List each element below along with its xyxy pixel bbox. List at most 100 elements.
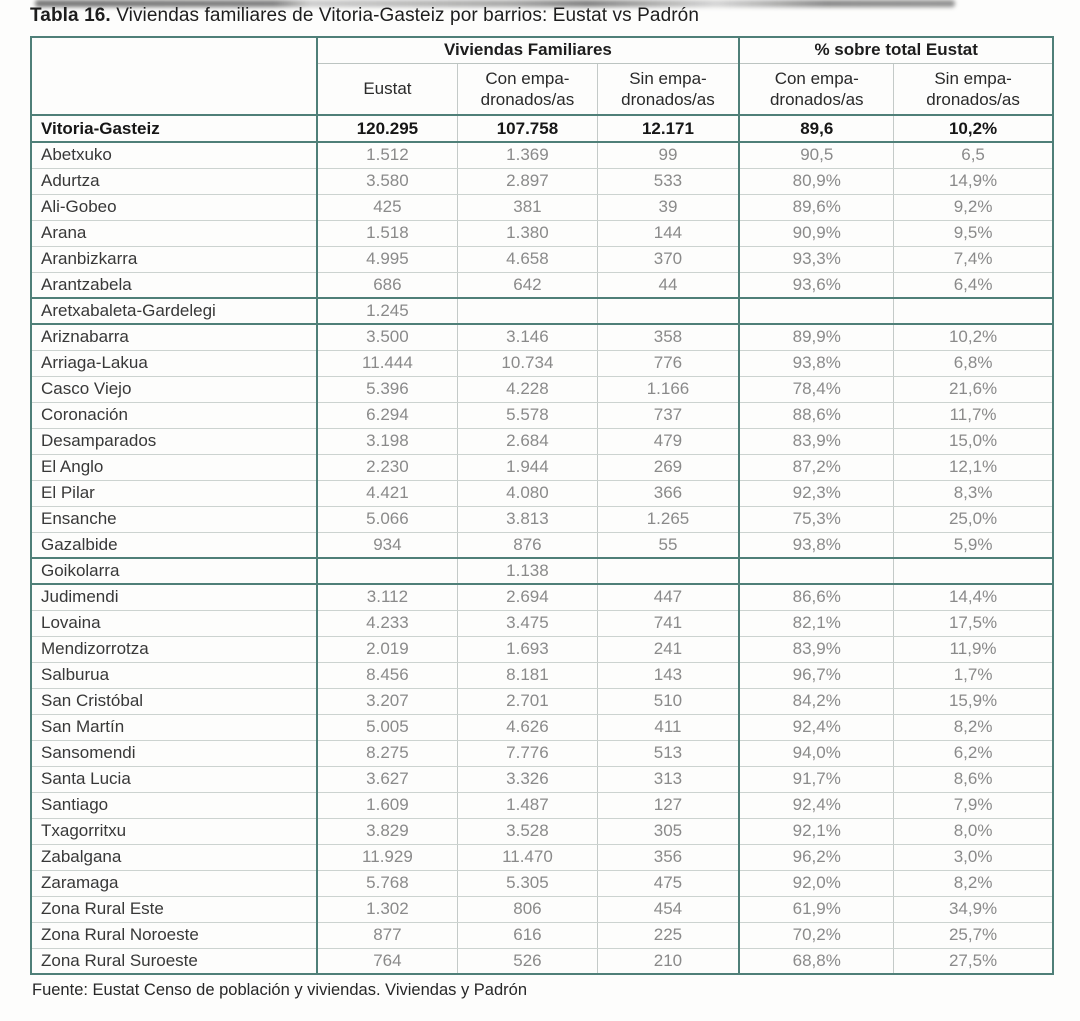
row-value: 3.112 — [316, 584, 459, 611]
row-name: Casco Viejo — [31, 376, 318, 403]
row-value: 75,3% — [739, 506, 895, 533]
table-row: San Martín 5.005 4.626 411 92,4% 8,2% — [31, 714, 1053, 741]
table-row: Judimendi 3.112 2.694 447 86,6% 14,4% — [31, 584, 1053, 611]
table-row: San Cristóbal 3.207 2.701 510 84,2% 15,9% — [31, 688, 1053, 715]
row-value: 5.305 — [457, 870, 598, 897]
row-value: 4.626 — [457, 714, 598, 741]
row-value: 313 — [597, 766, 741, 793]
row-value: 89,6% — [739, 194, 895, 221]
row-value: 89,6 — [739, 114, 895, 143]
row-value — [316, 557, 459, 585]
row-value: 1.369 — [457, 142, 598, 169]
row-value: 1.609 — [316, 792, 459, 819]
row-value: 1.245 — [316, 297, 459, 325]
row-value: 107.758 — [457, 114, 598, 143]
row-value: 305 — [597, 818, 741, 845]
table-row: Ensanche 5.066 3.813 1.265 75,3% 25,0% — [31, 506, 1053, 533]
row-value: 14,9% — [893, 168, 1053, 195]
row-name: Goikolarra — [31, 557, 318, 585]
row-value: 4.995 — [316, 246, 459, 273]
scan-artifact — [35, 0, 955, 7]
row-value: 70,2% — [739, 922, 895, 949]
table-row: Arriaga-Lakua 11.444 10.734 776 93,8% 6,8% — [31, 350, 1053, 377]
row-value: 9,2% — [893, 194, 1053, 221]
row-name: Coronación — [31, 402, 318, 429]
row-value: 3.198 — [316, 428, 459, 455]
row-value: 90,5 — [739, 142, 895, 169]
row-name: Arana — [31, 220, 318, 247]
row-value: 381 — [457, 194, 598, 221]
row-value: 78,4% — [739, 376, 895, 403]
row-value: 127 — [597, 792, 741, 819]
row-value: 12.171 — [597, 114, 741, 143]
row-value: 8,2% — [893, 870, 1053, 897]
row-value: 2.230 — [316, 454, 459, 481]
row-name: Abetxuko — [31, 142, 318, 169]
table-row: Aranbizkarra 4.995 4.658 370 93,3% 7,4% — [31, 246, 1053, 273]
table-row: El Pilar 4.421 4.080 366 92,3% 8,3% — [31, 480, 1053, 507]
row-value: 94,0% — [739, 740, 895, 767]
row-name: Arriaga-Lakua — [31, 350, 318, 377]
row-value: 8.181 — [457, 662, 598, 689]
row-value: 475 — [597, 870, 741, 897]
row-value: 6,8% — [893, 350, 1053, 377]
row-name: Sansomendi — [31, 740, 318, 767]
row-value: 10,2% — [893, 324, 1053, 351]
row-value: 1.265 — [597, 506, 741, 533]
row-value: 34,9% — [893, 896, 1053, 923]
table-row: Ariznabarra 3.500 3.146 358 89,9% 10,2% — [31, 324, 1053, 351]
row-value: 143 — [597, 662, 741, 689]
row-value: 96,2% — [739, 844, 895, 871]
row-value: 5,9% — [893, 532, 1053, 559]
row-value: 2.019 — [316, 636, 459, 663]
row-value: 4.658 — [457, 246, 598, 273]
row-value: 776 — [597, 350, 741, 377]
row-value: 3.500 — [316, 324, 459, 351]
row-value — [893, 297, 1053, 325]
row-value: 4.233 — [316, 610, 459, 637]
row-value: 741 — [597, 610, 741, 637]
row-value: 3.829 — [316, 818, 459, 845]
table-row-total: Vitoria-Gasteiz 120.295 107.758 12.171 8… — [31, 114, 1053, 143]
row-value: 877 — [316, 922, 459, 949]
row-value: 89,9% — [739, 324, 895, 351]
col-header-sin-empadronados-abs: Sin empa- dronados/as — [597, 63, 741, 116]
row-value: 1.518 — [316, 220, 459, 247]
row-name: Salburua — [31, 662, 318, 689]
title-text: Viviendas familiares de Vitoria-Gasteiz … — [110, 5, 699, 26]
row-value: 6,5 — [893, 142, 1053, 169]
row-value: 3.627 — [316, 766, 459, 793]
row-value: 6.294 — [316, 402, 459, 429]
row-value: 3.580 — [316, 168, 459, 195]
row-value: 7.776 — [457, 740, 598, 767]
row-value: 737 — [597, 402, 741, 429]
row-value — [457, 297, 598, 325]
source-note: Fuente: Eustat Censo de población y vivi… — [32, 981, 527, 999]
row-name: Arantzabela — [31, 272, 318, 299]
row-value: 15,9% — [893, 688, 1053, 715]
row-value: 764 — [316, 948, 459, 975]
row-value — [597, 557, 741, 585]
row-value: 39 — [597, 194, 741, 221]
row-value: 447 — [597, 584, 741, 611]
row-value: 92,0% — [739, 870, 895, 897]
table-row: El Anglo 2.230 1.944 269 87,2% 12,1% — [31, 454, 1053, 481]
row-value: 10,2% — [893, 114, 1053, 143]
row-value: 44 — [597, 272, 741, 299]
table-row: Zona Rural Noroeste 877 616 225 70,2% 25,7% — [31, 922, 1053, 949]
row-name: Zaramaga — [31, 870, 318, 897]
row-value: 144 — [597, 220, 741, 247]
row-value: 2.897 — [457, 168, 598, 195]
row-value: 4.421 — [316, 480, 459, 507]
row-value: 241 — [597, 636, 741, 663]
row-value: 3.813 — [457, 506, 598, 533]
row-value: 93,6% — [739, 272, 895, 299]
row-value — [597, 297, 741, 325]
row-value: 5.578 — [457, 402, 598, 429]
table-row: Desamparados 3.198 2.684 479 83,9% 15,0% — [31, 428, 1053, 455]
col-header-sin-empadronados-pct: Sin empa- dronados/as — [893, 63, 1053, 116]
viviendas-table: Viviendas Familiares % sobre total Eusta… — [30, 36, 1054, 975]
row-value: 8,2% — [893, 714, 1053, 741]
table-row: Casco Viejo 5.396 4.228 1.166 78,4% 21,6% — [31, 376, 1053, 403]
